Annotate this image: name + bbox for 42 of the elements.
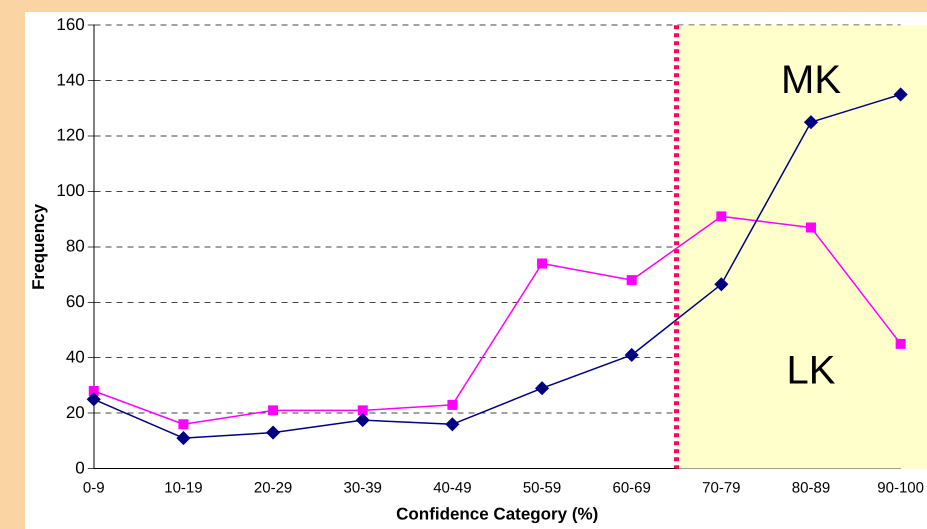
y-tick-label: 160 <box>56 14 85 34</box>
point <box>535 381 549 395</box>
point <box>358 405 368 416</box>
point <box>446 418 460 432</box>
x-tick-label: 80-89 <box>792 480 830 497</box>
point <box>626 275 637 286</box>
point <box>804 115 818 129</box>
series-label: LK <box>786 348 836 393</box>
point <box>447 400 458 410</box>
point <box>537 258 548 269</box>
series-label: MK <box>780 58 842 102</box>
x-tick-label: 90-100 <box>877 480 924 497</box>
y-tick-label: 20 <box>66 402 85 422</box>
point <box>356 413 370 427</box>
x-tick-label: 30-39 <box>344 480 382 497</box>
point <box>896 338 906 349</box>
y-tick-label: 80 <box>66 236 85 256</box>
point <box>178 419 188 430</box>
x-tick-label: 40-49 <box>433 480 472 497</box>
y-tick-label: 60 <box>66 292 85 312</box>
point <box>87 392 101 406</box>
y-tick-label: 140 <box>56 70 85 90</box>
point <box>268 405 278 416</box>
x-tick-label: 0-9 <box>82 480 105 497</box>
point <box>624 348 638 362</box>
y-axis-title: Frequency <box>28 203 48 290</box>
x-tick-label: 70-79 <box>702 480 741 497</box>
x-tick-label: 60-69 <box>612 480 651 497</box>
x-tick-label: 20-29 <box>254 480 292 497</box>
x-axis-title: Confidence Category (%) <box>396 504 598 524</box>
point <box>894 88 908 102</box>
point <box>714 278 728 292</box>
point <box>716 211 726 222</box>
point <box>806 222 816 232</box>
y-tick-label: 40 <box>66 347 85 366</box>
x-tick-label: 10-19 <box>164 480 203 497</box>
point <box>176 431 190 445</box>
point <box>266 426 280 440</box>
x-tick-label: 50-59 <box>522 480 562 497</box>
y-tick-label: 0 <box>75 458 85 478</box>
y-tick-label: 120 <box>56 126 85 145</box>
y-tick-label: 100 <box>56 181 85 200</box>
